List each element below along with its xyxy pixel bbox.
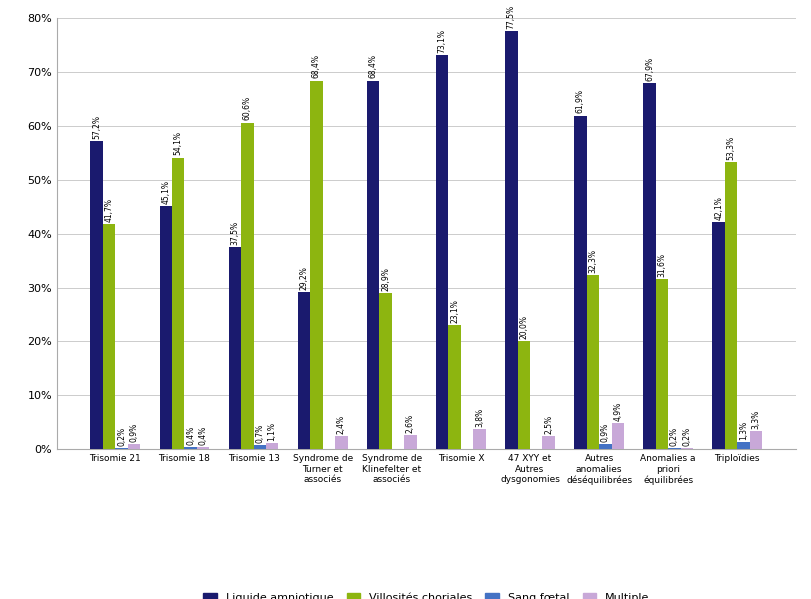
Bar <box>573 116 586 449</box>
Bar <box>90 141 103 449</box>
Text: 0,7%: 0,7% <box>255 424 264 443</box>
Bar <box>504 31 517 449</box>
Bar <box>667 448 680 449</box>
Text: 0,9%: 0,9% <box>129 423 139 442</box>
Bar <box>335 436 347 449</box>
Text: 1,3%: 1,3% <box>738 421 747 440</box>
Bar <box>241 123 253 449</box>
Text: 45,1%: 45,1% <box>161 180 170 204</box>
Bar <box>680 448 693 449</box>
Text: 0,4%: 0,4% <box>199 426 208 445</box>
Text: 23,1%: 23,1% <box>449 299 458 322</box>
Bar <box>404 435 416 449</box>
Bar <box>103 225 115 449</box>
Text: 28,9%: 28,9% <box>380 267 389 291</box>
Text: 31,6%: 31,6% <box>657 253 666 277</box>
Bar <box>196 447 209 449</box>
Bar <box>266 443 278 449</box>
Bar <box>724 162 736 449</box>
Text: 0,2%: 0,2% <box>117 427 126 446</box>
Text: 4,9%: 4,9% <box>612 401 621 420</box>
Text: 20,0%: 20,0% <box>518 315 528 339</box>
Bar <box>655 279 667 449</box>
Text: 0,9%: 0,9% <box>600 423 609 442</box>
Text: 1,1%: 1,1% <box>268 422 277 441</box>
Text: 3,3%: 3,3% <box>750 410 760 429</box>
Text: 32,3%: 32,3% <box>588 249 597 273</box>
Text: 2,5%: 2,5% <box>543 415 552 434</box>
Text: 2,4%: 2,4% <box>337 415 345 434</box>
Bar <box>159 206 172 449</box>
Bar <box>586 275 599 449</box>
Bar <box>711 222 724 449</box>
Bar <box>473 429 485 449</box>
Text: 2,6%: 2,6% <box>406 414 414 433</box>
Bar <box>253 446 266 449</box>
Bar <box>736 442 749 449</box>
Bar <box>115 448 127 449</box>
Text: 54,1%: 54,1% <box>174 131 182 155</box>
Bar <box>172 158 184 449</box>
Text: 0,2%: 0,2% <box>681 427 690 446</box>
Bar <box>599 444 611 449</box>
Bar <box>542 436 554 449</box>
Bar <box>298 292 310 449</box>
Text: 41,7%: 41,7% <box>105 198 114 222</box>
Bar <box>229 247 241 449</box>
Bar <box>517 341 530 449</box>
Bar <box>310 80 322 449</box>
Text: 61,9%: 61,9% <box>575 89 584 113</box>
Bar <box>448 325 461 449</box>
Bar <box>367 80 379 449</box>
Bar <box>184 447 196 449</box>
Text: 0,2%: 0,2% <box>669 427 678 446</box>
Text: 68,4%: 68,4% <box>368 55 377 78</box>
Bar <box>127 444 140 449</box>
Text: 29,2%: 29,2% <box>299 266 308 290</box>
Text: 3,8%: 3,8% <box>474 407 483 426</box>
Text: 73,1%: 73,1% <box>437 29 446 53</box>
Bar <box>379 294 391 449</box>
Bar <box>642 83 655 449</box>
Text: 0,4%: 0,4% <box>186 426 195 445</box>
Text: 67,9%: 67,9% <box>644 57 653 81</box>
Text: 60,6%: 60,6% <box>242 96 251 120</box>
Bar <box>611 423 623 449</box>
Text: 53,3%: 53,3% <box>726 135 735 160</box>
Bar <box>749 431 762 449</box>
Legend: Liquide amniotique, Villosités choriales, Sang fœtal, Multiple: Liquide amniotique, Villosités choriales… <box>199 588 653 599</box>
Text: 42,1%: 42,1% <box>713 196 723 220</box>
Text: 57,2%: 57,2% <box>92 115 101 139</box>
Text: 37,5%: 37,5% <box>230 221 239 245</box>
Text: 77,5%: 77,5% <box>506 5 515 29</box>
Text: 68,4%: 68,4% <box>311 55 320 78</box>
Bar <box>436 55 448 449</box>
